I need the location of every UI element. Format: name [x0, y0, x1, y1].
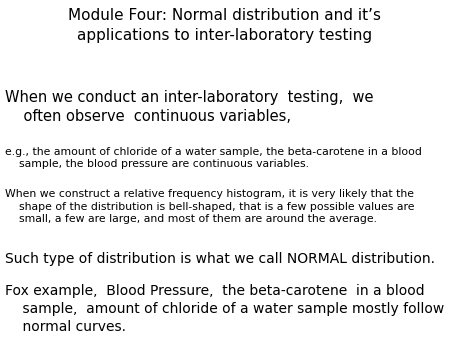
Text: When we conduct an inter-laboratory  testing,  we
    often observe  continuous : When we conduct an inter-laboratory test…: [5, 90, 374, 124]
Text: When we construct a relative frequency histogram, it is very likely that the
   : When we construct a relative frequency h…: [5, 189, 415, 224]
Text: Such type of distribution is what we call NORMAL distribution.: Such type of distribution is what we cal…: [5, 252, 436, 266]
Text: Module Four: Normal distribution and it’s
applications to inter-laboratory testi: Module Four: Normal distribution and it’…: [68, 8, 382, 43]
Text: e.g., the amount of chloride of a water sample, the beta-carotene in a blood
   : e.g., the amount of chloride of a water …: [5, 147, 422, 169]
Text: Fox example,  Blood Pressure,  the beta-carotene  in a blood
    sample,  amount: Fox example, Blood Pressure, the beta-ca…: [5, 284, 445, 334]
